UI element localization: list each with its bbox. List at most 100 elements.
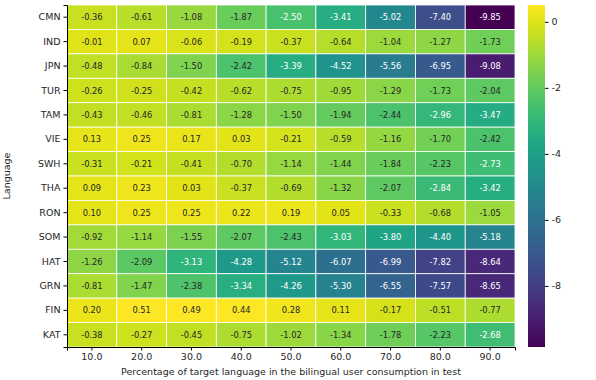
x-tick-label: 70.0 [380, 351, 401, 362]
data-label: -1.32 [330, 183, 351, 193]
x-tick-mark [490, 347, 491, 351]
x-tick-mark [141, 347, 142, 351]
heatmap-cell [117, 78, 167, 102]
data-label: 0.28 [282, 305, 300, 315]
heatmap-cell [216, 249, 266, 273]
x-axis: 10.020.030.040.050.060.070.080.090.0 [68, 347, 516, 362]
heatmap-cell [465, 5, 515, 29]
heatmap-cell [366, 249, 416, 273]
x-tick-mark [390, 347, 391, 351]
y-axis-line [64, 6, 68, 348]
data-label: 0.49 [182, 305, 200, 315]
heatmap-cell [67, 274, 117, 298]
heatmap-cell [117, 274, 167, 298]
data-label: -0.48 [81, 61, 102, 71]
heatmap-cell [167, 54, 217, 78]
heatmap-cell [366, 5, 416, 29]
x-tick: 90.0 [480, 347, 501, 362]
data-label: -1.70 [430, 134, 451, 144]
heatmap-cell [415, 200, 465, 224]
data-label: -0.84 [131, 61, 152, 71]
data-label: -2.09 [131, 257, 152, 267]
y-tick-mark [64, 90, 68, 91]
heatmap-cell [316, 103, 366, 127]
y-tick: HAT [42, 256, 67, 267]
colorbar-axis-line [545, 6, 546, 348]
y-tick-label: GRN [39, 280, 60, 291]
y-tick: IND [43, 36, 67, 47]
heatmap-cell [117, 5, 167, 29]
data-label: 0.23 [132, 183, 150, 193]
data-label: -7.40 [430, 12, 451, 22]
y-tick-label: RON [39, 207, 60, 218]
y-tick-label: JPN [44, 60, 61, 71]
data-label: -6.55 [380, 281, 401, 291]
heatmap-cell [316, 152, 366, 176]
heatmap-cell [366, 225, 416, 249]
heatmap-cell [366, 298, 416, 322]
y-tick-mark [64, 41, 68, 42]
heatmap-cell [316, 127, 366, 151]
colorbar-tick-label: -6 [552, 214, 561, 225]
y-tick: JPN [44, 60, 67, 71]
heatmap-cell [216, 5, 266, 29]
heatmap-cell [67, 5, 117, 29]
heatmap-cell [415, 29, 465, 53]
data-label: -0.42 [181, 86, 202, 96]
heatmap-cell [465, 225, 515, 249]
heatmap-cell [67, 249, 117, 273]
x-tick-label: 60.0 [330, 351, 351, 362]
data-label: -6.95 [430, 61, 451, 71]
heatmap-cell [366, 176, 416, 200]
heatmap-cell [316, 200, 366, 224]
data-label: -1.84 [380, 159, 401, 169]
colorbar-tick-mark [545, 22, 549, 23]
heatmap-cell [67, 225, 117, 249]
x-tick-mark [340, 347, 341, 351]
heatmap-cell [415, 5, 465, 29]
data-label: -1.14 [131, 232, 152, 242]
data-label: -1.05 [479, 208, 500, 218]
y-tick: KAT [43, 329, 67, 340]
x-tick: 10.0 [81, 347, 102, 362]
y-tick-mark [64, 17, 68, 18]
data-label: -0.92 [81, 232, 102, 242]
data-label: -0.36 [81, 12, 102, 22]
data-label: -0.81 [81, 281, 102, 291]
heatmap-cell [465, 298, 515, 322]
x-tick-label: 90.0 [480, 351, 501, 362]
heatmap-cell [316, 29, 366, 53]
heatmap-cell [117, 323, 167, 347]
x-tick-label: 40.0 [231, 351, 252, 362]
heatmap-cell [167, 127, 217, 151]
data-label: -0.31 [81, 159, 102, 169]
data-label: -2.68 [479, 330, 500, 340]
data-label: -0.70 [230, 159, 251, 169]
data-label: -3.47 [479, 110, 500, 120]
heatmap-cell [216, 54, 266, 78]
data-label: -1.50 [181, 61, 202, 71]
data-label: 0.09 [83, 183, 101, 193]
heatmap-cell [67, 298, 117, 322]
chart: -0.36-0.61-1.08-1.87-2.50-3.41-5.02-7.40… [0, 0, 596, 380]
heatmap-cell [415, 323, 465, 347]
heatmap-cell [117, 176, 167, 200]
data-label: -1.47 [131, 281, 152, 291]
y-tick-mark [64, 163, 68, 164]
heatmap-cell [465, 274, 515, 298]
heatmap-cell [366, 152, 416, 176]
y-tick: FIN [45, 304, 67, 315]
heatmap-cell [167, 5, 217, 29]
heatmap-cell [67, 29, 117, 53]
data-label: -0.21 [280, 134, 301, 144]
y-tick-mark [64, 188, 68, 189]
data-label: -0.64 [330, 37, 351, 47]
data-label: -0.38 [81, 330, 102, 340]
data-label: -0.27 [131, 330, 152, 340]
heatmap-cell [216, 127, 266, 151]
data-label: 0.05 [332, 208, 350, 218]
data-label: -5.18 [479, 232, 500, 242]
data-label: 0.19 [282, 208, 300, 218]
heatmap-cell [316, 298, 366, 322]
data-label: -0.06 [181, 37, 202, 47]
